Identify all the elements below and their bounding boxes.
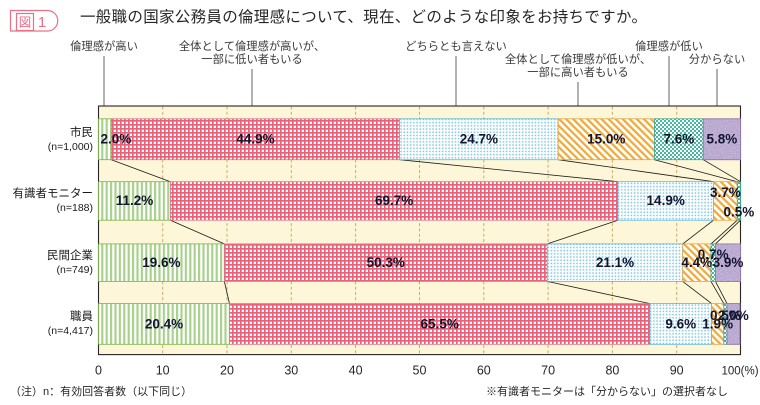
svg-text:全体として倫理感が高いが、: 全体として倫理感が高いが、 — [179, 39, 325, 53]
svg-text:市民: 市民 — [70, 125, 93, 139]
svg-text:分からない: 分からない — [689, 53, 746, 66]
svg-text:20: 20 — [220, 364, 234, 378]
svg-text:倫理感が高い: 倫理感が高い — [70, 39, 138, 53]
svg-text:一部に低い者もいる: 一部に低い者もいる — [201, 52, 302, 66]
svg-text:（注）n：有効回答者数（以下同じ）: （注）n：有効回答者数（以下同じ） — [10, 384, 192, 398]
svg-text:65.5%: 65.5% — [421, 316, 459, 331]
svg-text:70: 70 — [541, 364, 555, 378]
svg-text:(n=188): (n=188) — [57, 202, 93, 214]
svg-text:倫理感が低い: 倫理感が低い — [635, 39, 703, 53]
svg-text:14.9%: 14.9% — [647, 193, 685, 208]
svg-text:1: 1 — [38, 14, 46, 31]
svg-text:全体として倫理感が低いが、: 全体として倫理感が低いが、 — [505, 52, 651, 66]
svg-text:40: 40 — [349, 364, 363, 378]
svg-text:2.0%: 2.0% — [718, 308, 749, 323]
svg-text:0: 0 — [95, 364, 102, 378]
svg-text:※有識者モニターは「分からない」の選択者なし: ※有識者モニターは「分からない」の選択者なし — [486, 384, 728, 398]
svg-text:7.6%: 7.6% — [664, 132, 695, 147]
svg-text:10: 10 — [156, 364, 170, 378]
svg-text:どちらとも言えない: どちらとも言えない — [405, 40, 507, 53]
svg-text:21.1%: 21.1% — [596, 255, 634, 270]
svg-text:69.7%: 69.7% — [375, 193, 413, 208]
svg-text:24.7%: 24.7% — [460, 132, 498, 147]
svg-text:職員: 職員 — [70, 310, 93, 323]
svg-text:50.3%: 50.3% — [367, 255, 405, 270]
svg-text:100(%): 100(%) — [721, 366, 758, 378]
svg-text:一部に高い者もいる: 一部に高い者もいる — [527, 65, 628, 79]
svg-text:20.4%: 20.4% — [145, 316, 183, 331]
svg-text:(n=749): (n=749) — [57, 264, 93, 276]
svg-text:19.6%: 19.6% — [142, 255, 180, 270]
svg-text:11.2%: 11.2% — [116, 193, 154, 208]
svg-text:80: 80 — [605, 364, 619, 378]
svg-text:60: 60 — [477, 364, 491, 378]
svg-text:30: 30 — [284, 364, 298, 378]
svg-text:5.8%: 5.8% — [707, 132, 738, 147]
svg-text:3.7%: 3.7% — [710, 185, 741, 200]
svg-text:図: 図 — [19, 16, 32, 30]
svg-text:(n=1,000): (n=1,000) — [48, 141, 93, 153]
svg-text:有識者モニター: 有識者モニター — [13, 186, 94, 200]
svg-text:3.9%: 3.9% — [713, 255, 744, 270]
svg-text:90: 90 — [670, 364, 684, 378]
svg-text:0.5%: 0.5% — [724, 205, 755, 220]
svg-text:2.0%: 2.0% — [101, 132, 132, 147]
svg-text:44.9%: 44.9% — [236, 132, 274, 147]
svg-text:民間企業: 民間企業 — [47, 248, 93, 262]
svg-text:(n=4,417): (n=4,417) — [48, 325, 93, 337]
svg-text:50: 50 — [413, 364, 427, 378]
svg-text:一般職の国家公務員の倫理感について、現在、どのような印象をお: 一般職の国家公務員の倫理感について、現在、どのような印象をお持ちですか。 — [80, 8, 647, 26]
svg-text:15.0%: 15.0% — [587, 132, 625, 147]
svg-text:9.6%: 9.6% — [665, 316, 696, 331]
